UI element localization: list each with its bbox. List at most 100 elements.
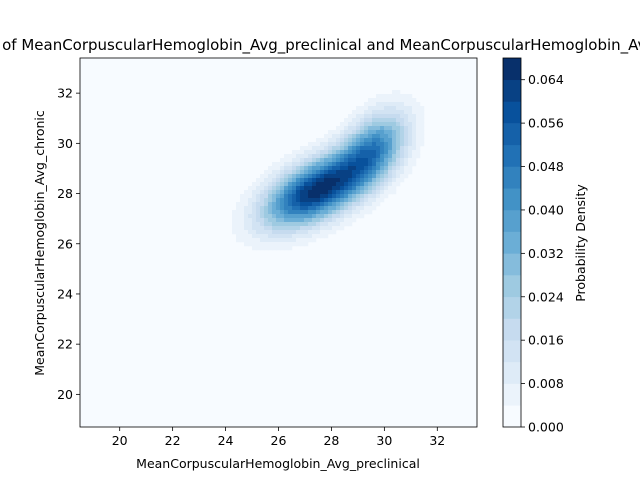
density-cell bbox=[312, 158, 317, 163]
density-cell bbox=[388, 98, 393, 103]
density-cell bbox=[332, 138, 337, 143]
density-cell bbox=[292, 214, 297, 219]
density-cell bbox=[404, 150, 409, 155]
density-cell bbox=[364, 130, 369, 135]
density-cell bbox=[396, 138, 401, 143]
density-cell bbox=[384, 170, 389, 175]
density-cell bbox=[368, 170, 373, 175]
density-cell bbox=[372, 126, 377, 131]
density-cell bbox=[356, 134, 361, 139]
density-cell bbox=[336, 182, 341, 187]
density-cell bbox=[316, 206, 321, 211]
density-cell bbox=[380, 114, 385, 119]
density-cell bbox=[348, 174, 353, 179]
density-cell bbox=[312, 206, 317, 211]
density-cell bbox=[236, 230, 241, 235]
density-cell bbox=[356, 202, 361, 207]
density-cell bbox=[352, 166, 357, 171]
density-cell bbox=[344, 130, 349, 135]
density-cell bbox=[344, 126, 349, 131]
density-cell bbox=[316, 154, 321, 159]
density-cell bbox=[340, 166, 345, 171]
density-cell bbox=[320, 138, 325, 143]
density-cell bbox=[412, 158, 417, 163]
density-cell bbox=[252, 182, 257, 187]
density-cell bbox=[260, 198, 265, 203]
density-cell bbox=[352, 154, 357, 159]
density-cell bbox=[244, 202, 249, 207]
density-cell bbox=[380, 186, 385, 191]
density-cell bbox=[380, 194, 385, 199]
density-cell bbox=[292, 234, 297, 239]
density-cell bbox=[236, 238, 241, 243]
density-cell bbox=[272, 234, 277, 239]
density-cell bbox=[304, 174, 309, 179]
density-cell bbox=[384, 190, 389, 195]
density-cell bbox=[332, 222, 337, 227]
density-cell bbox=[304, 158, 309, 163]
density-cell bbox=[272, 182, 277, 187]
density-cell bbox=[320, 194, 325, 199]
density-cell bbox=[328, 174, 333, 179]
density-cell bbox=[316, 166, 321, 171]
density-cell bbox=[280, 194, 285, 199]
density-cell bbox=[288, 214, 293, 219]
density-cell bbox=[364, 178, 369, 183]
density-cell bbox=[420, 142, 425, 147]
density-cell bbox=[324, 218, 329, 223]
density-cell bbox=[340, 138, 345, 143]
density-cell bbox=[248, 190, 253, 195]
density-cell bbox=[388, 130, 393, 135]
density-cell bbox=[388, 186, 393, 191]
density-cell bbox=[300, 230, 305, 235]
density-cell bbox=[276, 186, 281, 191]
density-cell bbox=[316, 234, 321, 239]
density-cell bbox=[412, 162, 417, 167]
density-cell bbox=[400, 134, 405, 139]
density-cell bbox=[324, 202, 329, 207]
density-cell bbox=[400, 110, 405, 115]
density-cell bbox=[300, 242, 305, 247]
density-cell bbox=[380, 130, 385, 135]
density-cell bbox=[236, 234, 241, 239]
density-cell bbox=[252, 234, 257, 239]
density-cell bbox=[312, 230, 317, 235]
density-cell bbox=[248, 214, 253, 219]
density-cell bbox=[244, 238, 249, 243]
density-cell bbox=[384, 146, 389, 151]
density-cell bbox=[276, 194, 281, 199]
density-cell bbox=[340, 146, 345, 151]
density-cell bbox=[316, 210, 321, 215]
density-cell bbox=[292, 194, 297, 199]
density-cell bbox=[272, 198, 277, 203]
density-cell bbox=[248, 210, 253, 215]
density-cell bbox=[280, 222, 285, 227]
density-cell bbox=[416, 122, 421, 127]
density-cell bbox=[340, 150, 345, 155]
density-cell bbox=[280, 246, 285, 251]
density-cell bbox=[308, 194, 313, 199]
density-cell bbox=[292, 182, 297, 187]
density-cell bbox=[328, 182, 333, 187]
density-cell bbox=[364, 154, 369, 159]
density-cell bbox=[384, 138, 389, 143]
density-cell bbox=[400, 126, 405, 131]
density-cell bbox=[368, 138, 373, 143]
density-cell bbox=[420, 110, 425, 115]
x-tick-label: 32 bbox=[429, 433, 445, 448]
density-cell bbox=[380, 178, 385, 183]
density-cell bbox=[284, 230, 289, 235]
density-cell bbox=[360, 182, 365, 187]
density-cell bbox=[360, 162, 365, 167]
density-cell bbox=[312, 214, 317, 219]
density-cell bbox=[364, 106, 369, 111]
density-cell bbox=[284, 194, 289, 199]
density-cell bbox=[392, 126, 397, 131]
density-cell bbox=[360, 138, 365, 143]
density-cell bbox=[256, 238, 261, 243]
density-cell bbox=[408, 106, 413, 111]
density-cell bbox=[328, 134, 333, 139]
density-cell bbox=[344, 174, 349, 179]
density-cell bbox=[324, 174, 329, 179]
density-cell bbox=[376, 118, 381, 123]
